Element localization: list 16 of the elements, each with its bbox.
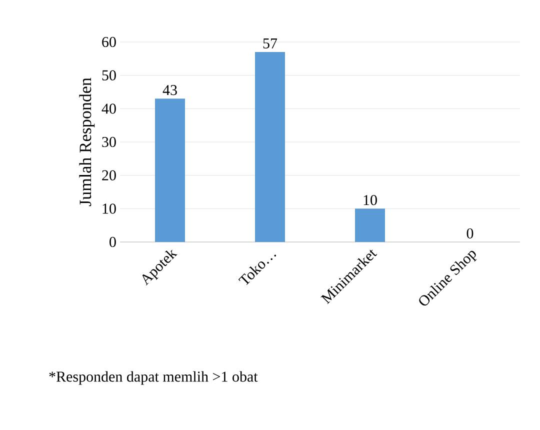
y-tick-label: 60 [102,36,116,48]
y-tick-label: 40 [102,104,116,114]
bar [255,52,286,242]
y-tick-label: 10 [102,204,116,214]
y-tick-label: 0 [110,236,116,248]
text: *Responden dapat memlih >1 obat [49,371,258,385]
data-label: 10 [364,195,377,206]
y-axis-title: Jumlah Responden [79,78,95,206]
y-tick-label: 20 [102,170,116,180]
y-tick-label: 30 [102,136,116,148]
data-label: 43 [162,85,177,96]
bar [155,98,186,242]
data-label: 57 [263,38,278,48]
data-label: 0 [466,228,474,238]
y-tick-label: 50 [102,70,116,80]
bar [355,208,386,242]
